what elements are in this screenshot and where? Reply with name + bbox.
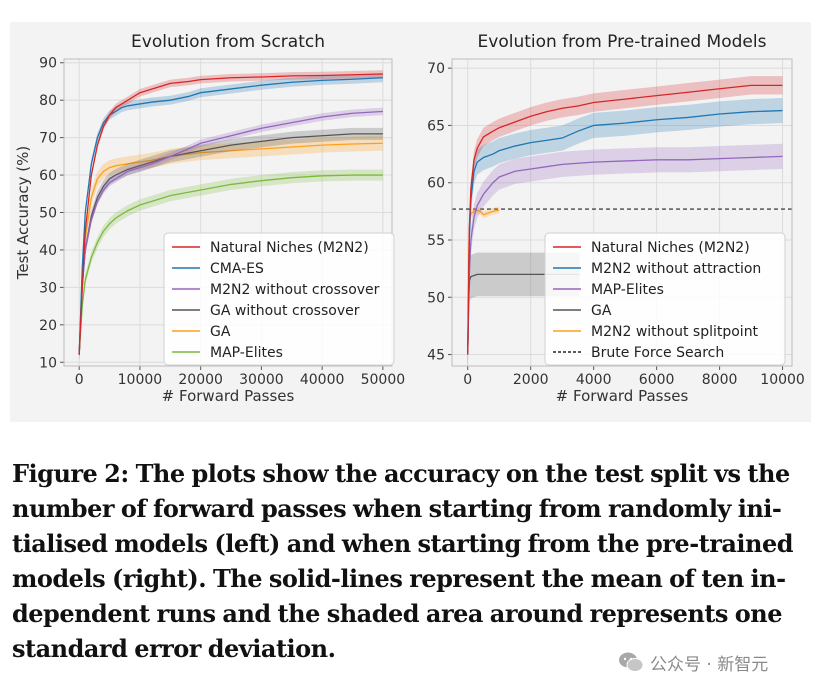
legend: Natural Niches (M2N2) M2N2 without attrac… <box>544 232 786 366</box>
watermark-text: 公众号 · 新智元 <box>650 654 769 675</box>
x-tick-label: 8000 <box>702 372 738 388</box>
x-tick-label: 6000 <box>639 372 675 388</box>
x-axis-label: # Forward Passes <box>162 387 295 405</box>
legend-label: M2N2 without attraction <box>591 261 761 277</box>
y-tick-label: 30 <box>39 280 57 296</box>
caption-line: tialised models (left) and when starting… <box>12 529 794 558</box>
series-1 <box>78 73 383 360</box>
x-tick-label: 4000 <box>576 372 612 388</box>
figure-panel: 0 10000 20000 30000 40000 50000 10 20 30 40 50 60 70… <box>10 22 811 422</box>
series-line <box>467 84 783 355</box>
legend-label: Natural Niches (M2N2) <box>591 240 750 256</box>
axes-frame <box>451 58 793 367</box>
series-line <box>78 133 383 355</box>
watermark: 公众号 · 新智元 <box>618 648 768 676</box>
legend-box <box>544 232 786 366</box>
caption-line: dependent runs and the shaded area aroun… <box>12 599 783 628</box>
chart-panel-2: 0 2000 4000 6000 8000 10000 45 50 55 60 65 70 Evolut… <box>427 32 805 405</box>
series-line <box>78 73 383 355</box>
y-tick-label: 50 <box>427 290 445 306</box>
y-tick-label: 20 <box>39 318 57 334</box>
caption-line: Figure 2: The plots show the accuracy on… <box>12 459 790 488</box>
series-line <box>78 110 383 355</box>
x-tick-label: 30000 <box>239 372 284 388</box>
x-tick-label: 0 <box>75 372 84 388</box>
series-0 <box>467 76 783 364</box>
legend-label: M2N2 without crossover <box>210 282 380 298</box>
axes-frame <box>63 58 393 367</box>
x-tick-label: 40000 <box>300 372 345 388</box>
x-tick-label: 20000 <box>178 372 223 388</box>
series-line <box>78 77 383 355</box>
figure-svg: 0 10000 20000 30000 40000 5000010203040506070… <box>14 32 805 405</box>
legend: Natural Niches (M2N2) CMA-ES M2N2 without … <box>163 232 395 366</box>
legend-label: GA without crossover <box>210 303 360 319</box>
series-5 <box>78 169 383 361</box>
series-4 <box>78 135 383 363</box>
x-tick-label: 10000 <box>118 372 163 388</box>
series-band <box>467 143 783 366</box>
wechat-icon <box>619 652 644 672</box>
y-tick-label: 60 <box>427 176 445 192</box>
legend-label: MAP-Elites <box>210 345 283 361</box>
figure-caption: Figure 2: The plots show the accuracy on… <box>12 456 812 666</box>
y-tick-label: 70 <box>39 131 57 147</box>
y-tick-label: 55 <box>427 233 445 249</box>
series-line <box>78 174 383 355</box>
x-tick-label: 0 <box>463 372 472 388</box>
y-tick-label: 90 <box>39 56 57 72</box>
series-2 <box>78 107 383 359</box>
caption-line: models (right). The solid-lines represen… <box>12 564 786 593</box>
chart-title: Evolution from Scratch <box>131 32 325 52</box>
x-axis-label: # Forward Passes <box>556 387 689 405</box>
caption-line: standard error deviation. <box>12 634 336 663</box>
x-tick-label: 2000 <box>513 372 549 388</box>
legend-label: Brute Force Search <box>591 345 724 361</box>
legend-label: CMA-ES <box>210 261 264 277</box>
legend-label: MAP-Elites <box>591 282 664 298</box>
y-tick-label: 65 <box>427 118 445 134</box>
x-tick-label: 10000 <box>760 372 805 388</box>
series-line <box>78 142 383 355</box>
legend-label: M2N2 without splitpoint <box>591 324 759 340</box>
y-tick-label: 80 <box>39 93 57 109</box>
y-tick-label: 70 <box>427 61 445 77</box>
y-tick-label: 50 <box>39 206 57 222</box>
legend-label: GA <box>210 324 231 340</box>
series-3 <box>78 127 383 361</box>
y-tick-label: 40 <box>39 243 57 259</box>
y-axis-label: Test Accuracy (%) <box>14 146 32 281</box>
legend-box <box>163 232 395 366</box>
caption-line: number of forward passes when starting f… <box>12 494 782 523</box>
plot-area <box>78 70 383 363</box>
series-0 <box>78 70 383 359</box>
series-1 <box>467 97 783 366</box>
legend-label: Natural Niches (M2N2) <box>210 240 369 256</box>
y-tick-label: 10 <box>39 355 57 371</box>
series-line <box>467 109 783 355</box>
series-2 <box>467 143 783 366</box>
y-tick-label: 45 <box>427 348 445 364</box>
chart-panel-1: 0 10000 20000 30000 40000 50000 10 20 30 40 50 60 70… <box>14 32 405 405</box>
x-tick-label: 50000 <box>361 372 406 388</box>
legend-label: GA <box>591 303 612 319</box>
chart-title: Evolution from Pre-trained Models <box>478 32 767 52</box>
series-line <box>467 155 783 355</box>
y-tick-label: 60 <box>39 168 57 184</box>
